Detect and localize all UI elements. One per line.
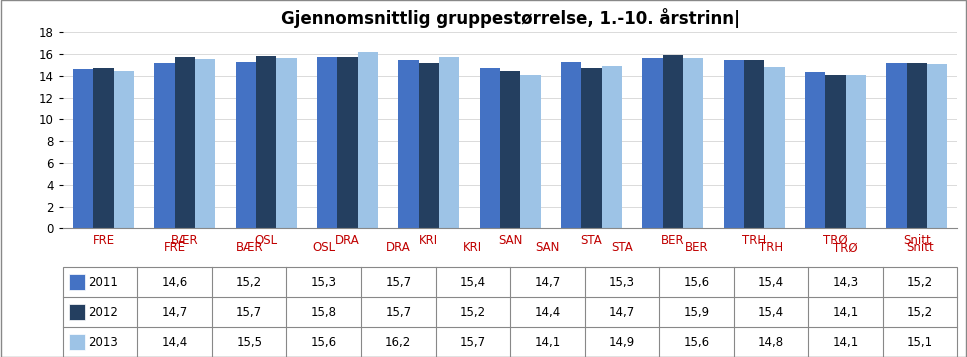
Text: TRØ: TRØ xyxy=(834,241,858,254)
Bar xyxy=(480,68,500,228)
Text: 2012: 2012 xyxy=(88,306,118,318)
Bar xyxy=(195,59,216,228)
Text: BÆR: BÆR xyxy=(235,241,263,254)
Bar xyxy=(805,72,825,228)
Text: DRA: DRA xyxy=(386,241,411,254)
Bar xyxy=(94,68,114,228)
Text: 14,1: 14,1 xyxy=(833,336,859,348)
Bar xyxy=(926,64,947,228)
Text: TRH: TRH xyxy=(759,241,783,254)
Bar xyxy=(256,56,277,228)
Bar xyxy=(69,334,85,350)
Bar xyxy=(744,60,764,228)
Bar xyxy=(69,274,85,290)
Text: 14,7: 14,7 xyxy=(609,306,635,318)
Text: 15,5: 15,5 xyxy=(236,336,262,348)
Text: 14,4: 14,4 xyxy=(534,306,561,318)
Text: 14,6: 14,6 xyxy=(161,276,188,288)
Text: OSL: OSL xyxy=(312,241,336,254)
Bar xyxy=(277,58,297,228)
Bar xyxy=(520,75,541,228)
Bar xyxy=(723,60,744,228)
Text: 14,1: 14,1 xyxy=(833,306,859,318)
Text: 15,3: 15,3 xyxy=(310,276,337,288)
Bar xyxy=(642,58,662,228)
Text: 14,3: 14,3 xyxy=(833,276,859,288)
Text: 2011: 2011 xyxy=(88,276,118,288)
Bar xyxy=(683,58,703,228)
Text: 15,6: 15,6 xyxy=(310,336,337,348)
Bar xyxy=(662,55,683,228)
Bar xyxy=(236,61,256,228)
Text: 15,8: 15,8 xyxy=(310,306,337,318)
Bar xyxy=(73,69,94,228)
Bar xyxy=(69,304,85,320)
Bar xyxy=(825,75,845,228)
Text: FRE: FRE xyxy=(163,241,186,254)
Bar xyxy=(845,75,865,228)
Bar xyxy=(358,52,378,228)
Text: 15,7: 15,7 xyxy=(385,306,411,318)
Text: 15,4: 15,4 xyxy=(758,276,784,288)
Text: 15,6: 15,6 xyxy=(684,276,710,288)
Text: 14,7: 14,7 xyxy=(534,276,561,288)
Text: 15,3: 15,3 xyxy=(609,276,635,288)
Title: Gjennomsnittlig gruppestørrelse, 1.-10. årstrinn|: Gjennomsnittlig gruppestørrelse, 1.-10. … xyxy=(280,8,740,28)
Text: BER: BER xyxy=(685,241,708,254)
Text: 15,9: 15,9 xyxy=(684,306,710,318)
Text: 15,2: 15,2 xyxy=(907,306,933,318)
Bar xyxy=(601,66,622,228)
Bar xyxy=(114,71,134,228)
Bar xyxy=(764,67,784,228)
Bar xyxy=(63,267,957,357)
Text: SAN: SAN xyxy=(535,241,560,254)
Bar xyxy=(439,57,459,228)
Bar xyxy=(500,71,520,228)
Text: 14,8: 14,8 xyxy=(758,336,784,348)
Text: 2013: 2013 xyxy=(88,336,118,348)
Text: 15,4: 15,4 xyxy=(758,306,784,318)
Text: 15,4: 15,4 xyxy=(459,276,485,288)
Text: STA: STA xyxy=(611,241,632,254)
Bar xyxy=(886,63,906,228)
Bar xyxy=(398,60,419,228)
Text: 15,7: 15,7 xyxy=(459,336,485,348)
Text: 16,2: 16,2 xyxy=(385,336,411,348)
Text: 14,9: 14,9 xyxy=(609,336,635,348)
Bar xyxy=(419,63,439,228)
Text: 15,7: 15,7 xyxy=(385,276,411,288)
Bar xyxy=(581,68,601,228)
Bar xyxy=(175,57,195,228)
Text: 15,7: 15,7 xyxy=(236,306,262,318)
Bar xyxy=(906,63,926,228)
Bar xyxy=(317,57,337,228)
Text: Snitt: Snitt xyxy=(906,241,934,254)
Text: 14,1: 14,1 xyxy=(534,336,561,348)
Bar xyxy=(337,57,358,228)
Bar xyxy=(155,63,175,228)
Text: 15,2: 15,2 xyxy=(236,276,262,288)
Text: 15,2: 15,2 xyxy=(907,276,933,288)
Text: 14,4: 14,4 xyxy=(161,336,188,348)
Text: 15,2: 15,2 xyxy=(459,306,485,318)
Text: 14,7: 14,7 xyxy=(161,306,188,318)
Text: 15,1: 15,1 xyxy=(907,336,933,348)
Bar xyxy=(561,61,581,228)
Text: KRI: KRI xyxy=(463,241,483,254)
Text: 15,6: 15,6 xyxy=(684,336,710,348)
